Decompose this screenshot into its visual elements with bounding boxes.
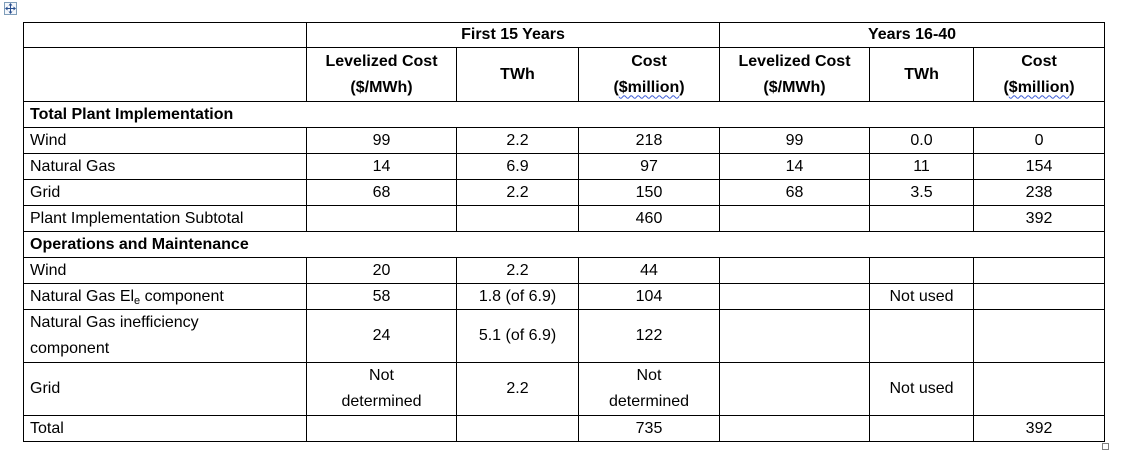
- section-row-total-plant: Total Plant Implementation: [22, 101, 1106, 128]
- cell-twh-2: [869, 309, 975, 363]
- cell-twh-1: [456, 415, 579, 442]
- table-row: Grid Not determined 2.2 Not determined Not…: [23, 362, 1106, 416]
- cell-levelized-cost-2: [719, 309, 871, 363]
- cell-cost-2: 238: [973, 179, 1106, 206]
- cell-levelized-cost-1: 14: [306, 153, 457, 180]
- header-empty-cell: [23, 47, 307, 102]
- cell-levelized-cost-2: [719, 257, 871, 284]
- cell-levelized-cost-2: [719, 362, 871, 416]
- table-move-handle-icon[interactable]: [4, 2, 17, 15]
- row-label: Wind: [23, 127, 307, 154]
- cell-twh-1: [456, 205, 579, 232]
- row-label: Wind: [23, 257, 307, 284]
- cell-levelized-cost-1: 24: [306, 309, 457, 363]
- cell-levelized-cost-2: 99: [719, 127, 871, 154]
- cell-cost-1: Not determined: [577, 362, 721, 416]
- row-label: Grid: [23, 362, 307, 416]
- table-row: Grid 68 2.2 150 68 3.5 238: [23, 179, 1106, 206]
- table-row: Natural Gas inefficiency component 24 5.1…: [23, 309, 1106, 363]
- cell-twh-1: 1.8 (of 6.9): [456, 283, 579, 310]
- header-first-15-years: First 15 Years: [305, 22, 721, 48]
- cell-levelized-cost-2: 68: [719, 179, 871, 206]
- table-row-total: Total 735 392: [23, 415, 1106, 442]
- cell-levelized-cost-1: 58: [306, 283, 457, 310]
- cell-cost-2: 392: [973, 205, 1106, 232]
- cell-cost-1: 122: [577, 309, 721, 363]
- cell-cost-1: 150: [577, 179, 721, 206]
- cell-levelized-cost-1: [306, 415, 457, 442]
- section-row-om: Operations and Maintenance: [22, 231, 1106, 258]
- cell-twh-1: 2.2: [456, 257, 579, 284]
- cell-cost-2: [973, 309, 1106, 363]
- cell-twh-2: 0.0: [869, 127, 975, 154]
- table-row-subtotal: Plant Implementation Subtotal 460 392: [23, 205, 1106, 232]
- cell-levelized-cost-1: 68: [306, 179, 457, 206]
- cell-levelized-cost-1: Not determined: [306, 362, 457, 416]
- cell-cost-1: 44: [577, 257, 721, 284]
- cell-twh-2: [869, 415, 975, 442]
- row-label: Grid: [23, 179, 307, 206]
- cell-twh-2: 11: [869, 153, 975, 180]
- cell-twh-2: 3.5: [869, 179, 975, 206]
- cell-cost-2: [973, 362, 1106, 416]
- table-row: Natural Gas Ele component 58 1.8 (of 6.9…: [23, 283, 1106, 310]
- cell-levelized-cost-1: 99: [306, 127, 457, 154]
- cell-cost-2: 154: [973, 153, 1106, 180]
- cell-cost-2: 0: [973, 127, 1106, 154]
- row-label: Total: [23, 415, 307, 442]
- cell-levelized-cost-2: 14: [719, 153, 871, 180]
- header-empty-cell: [23, 22, 307, 48]
- table-row: Wind 20 2.2 44: [23, 257, 1106, 284]
- header-cost-2: Cost ($million): [973, 47, 1106, 102]
- cell-twh-2: Not used: [869, 362, 975, 416]
- header-column-row: Levelized Cost ($/MWh) TWh Cost ($million)…: [23, 47, 1106, 102]
- cell-twh-1: 2.2: [456, 179, 579, 206]
- row-label: Plant Implementation Subtotal: [23, 205, 307, 232]
- cell-cost-2: 392: [973, 415, 1106, 442]
- cell-cost-1: 735: [577, 415, 721, 442]
- cell-cost-1: 218: [577, 127, 721, 154]
- cell-twh-1: 2.2: [456, 127, 579, 154]
- table-row: Wind 99 2.2 218 99 0.0 0: [23, 127, 1106, 154]
- cell-levelized-cost-2: [719, 415, 871, 442]
- cost-table: First 15 Years Years 16-40 Levelized Cos…: [22, 22, 1106, 442]
- cell-cost-2: [973, 257, 1106, 284]
- row-label: Natural Gas: [23, 153, 307, 180]
- cell-twh-2: [869, 257, 975, 284]
- header-levelized-cost-2: Levelized Cost ($/MWh): [719, 47, 871, 102]
- section-title: Total Plant Implementation: [22, 101, 1106, 128]
- row-label: Natural Gas Ele component: [23, 283, 307, 310]
- header-group-row: First 15 Years Years 16-40: [23, 22, 1106, 48]
- header-levelized-cost-1: Levelized Cost ($/MWh): [306, 47, 457, 102]
- cell-cost-1: 97: [577, 153, 721, 180]
- cell-cost-1: 104: [577, 283, 721, 310]
- cell-levelized-cost-2: [719, 283, 871, 310]
- row-label: Natural Gas inefficiency component: [23, 309, 307, 363]
- cell-cost-2: [973, 283, 1106, 310]
- section-title: Operations and Maintenance: [22, 231, 1106, 258]
- cell-levelized-cost-1: [306, 205, 457, 232]
- header-twh-2: TWh: [869, 47, 975, 102]
- cell-cost-1: 460: [577, 205, 721, 232]
- cell-levelized-cost-2: [719, 205, 871, 232]
- cell-twh-2: [869, 205, 975, 232]
- cell-twh-1: 2.2: [456, 362, 579, 416]
- header-years-16-40: Years 16-40: [719, 22, 1106, 48]
- cell-levelized-cost-1: 20: [306, 257, 457, 284]
- header-cost-1: Cost ($million): [577, 47, 721, 102]
- cell-twh-2: Not used: [869, 283, 975, 310]
- table-resize-handle-icon[interactable]: [1102, 443, 1109, 450]
- header-twh-1: TWh: [456, 47, 579, 102]
- table-row: Natural Gas 14 6.9 97 14 11 154: [23, 153, 1106, 180]
- cell-twh-1: 6.9: [456, 153, 579, 180]
- cell-twh-1: 5.1 (of 6.9): [456, 309, 579, 363]
